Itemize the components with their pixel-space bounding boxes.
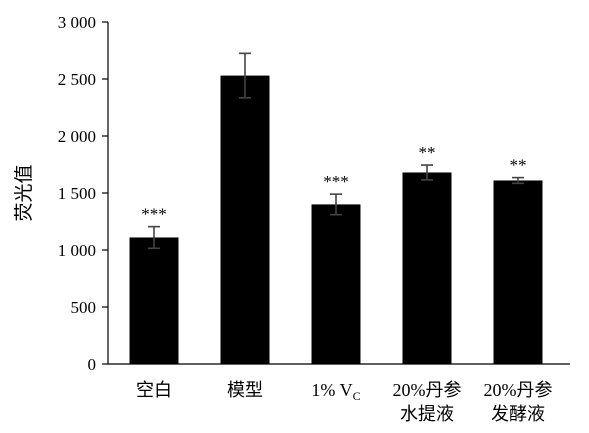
y-tick-label: 3 000 bbox=[58, 13, 96, 32]
category-label: 20%丹参发酵液 bbox=[484, 380, 553, 424]
bar bbox=[493, 180, 543, 364]
category-label: 20%丹参水提液 bbox=[393, 380, 462, 424]
bar bbox=[402, 172, 452, 364]
y-tick-label: 2 000 bbox=[58, 127, 96, 146]
bars bbox=[129, 75, 543, 364]
significance-label: *** bbox=[141, 205, 167, 224]
significance-label: ** bbox=[510, 156, 527, 175]
error-bars bbox=[148, 52, 524, 250]
bar bbox=[129, 237, 179, 364]
category-label: 空白 bbox=[136, 380, 172, 400]
error-bar bbox=[148, 225, 160, 250]
y-tick-label: 0 bbox=[88, 355, 97, 374]
significance-markers: ********** bbox=[141, 143, 526, 224]
bar bbox=[220, 75, 270, 364]
y-tick-label: 1 000 bbox=[58, 241, 96, 260]
category-label: 1% VC bbox=[311, 380, 360, 403]
error-bar bbox=[421, 164, 433, 181]
y-tick-label: 500 bbox=[71, 298, 97, 317]
y-tick-label: 1 500 bbox=[58, 184, 96, 203]
bar bbox=[311, 204, 361, 364]
y-axis-ticks: 0 500 1 000 1 500 2 000 2 500 3 000 bbox=[58, 13, 108, 374]
category-label: 模型 bbox=[227, 380, 263, 400]
error-bar bbox=[330, 193, 342, 216]
x-axis-category-labels: 空白 模型 1% VC 20%丹参水提液 20%丹参发酵液 bbox=[136, 380, 553, 424]
significance-label: ** bbox=[419, 143, 436, 162]
error-bar bbox=[239, 52, 251, 99]
y-tick-label: 2 500 bbox=[58, 70, 96, 89]
significance-label: *** bbox=[323, 172, 349, 191]
error-bar bbox=[512, 176, 524, 185]
y-axis-title: 荧光值 bbox=[13, 164, 35, 221]
